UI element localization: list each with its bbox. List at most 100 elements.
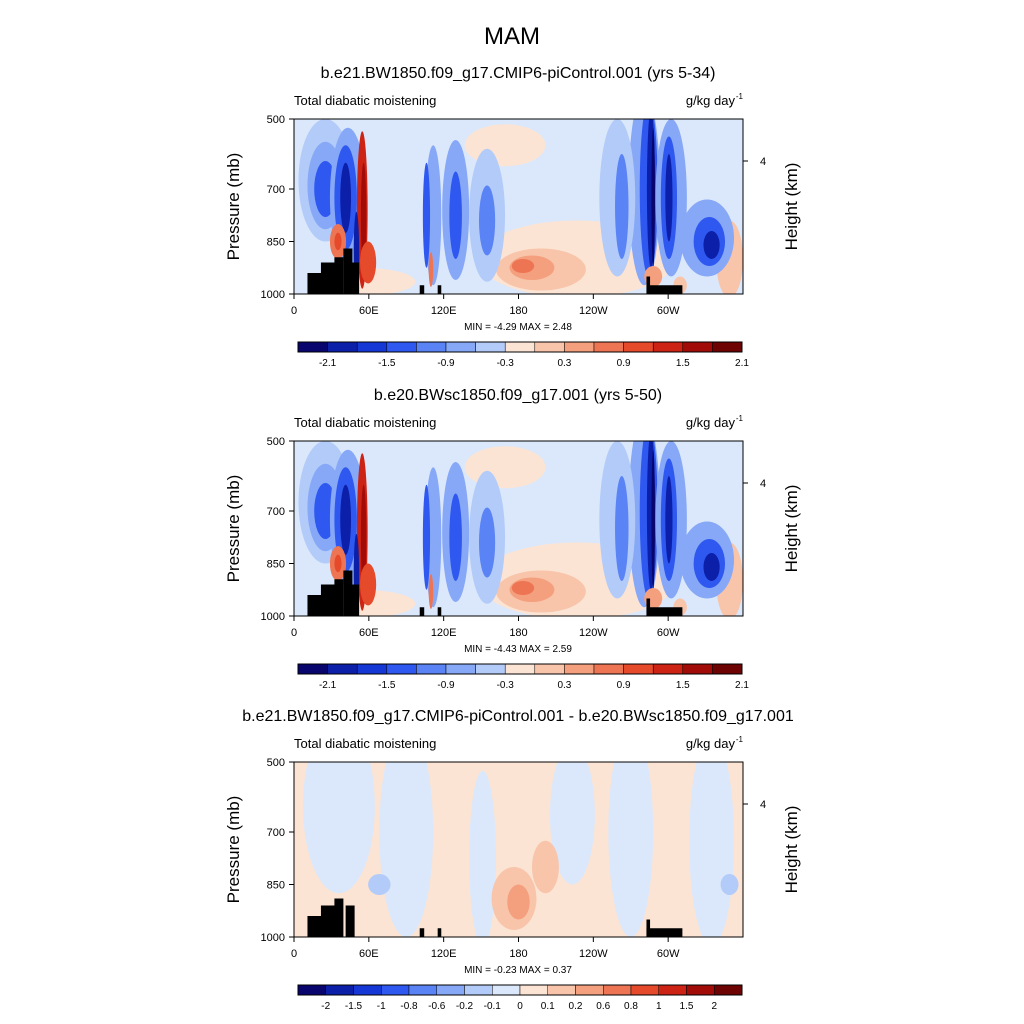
- right-axis-title: Height (km): [782, 806, 801, 894]
- x-tick-label: 60W: [657, 305, 680, 317]
- colorbar-swatch: [386, 341, 417, 353]
- colorbar-label: 0.3: [557, 358, 571, 369]
- terrain: [419, 285, 425, 294]
- contour-blob-warm: [334, 554, 342, 573]
- terrain: [343, 570, 353, 616]
- colorbar-swatch: [297, 341, 328, 353]
- colorbar-swatch: [464, 984, 493, 996]
- contour-blob-cool: [478, 185, 496, 256]
- x-tick-label: 120W: [579, 627, 608, 639]
- units-label: g/kg day: [686, 736, 736, 751]
- right-axis-title: Height (km): [782, 163, 801, 251]
- y-tick-label: 500: [267, 114, 285, 126]
- colorbar-label: -0.2: [456, 1001, 474, 1012]
- right-tick-label: 4: [760, 478, 766, 490]
- x-tick-label: 0: [291, 948, 297, 960]
- y-tick-label: 850: [267, 880, 285, 892]
- colorbar-label: -1: [377, 1001, 386, 1012]
- x-tick-label: 0: [291, 627, 297, 639]
- colorbar-frame: [297, 984, 743, 996]
- field: [294, 441, 743, 616]
- colorbar-swatch: [623, 663, 654, 675]
- contour-blob-cool: [608, 762, 654, 937]
- terrain: [345, 905, 355, 937]
- colorbar-swatch: [534, 663, 565, 675]
- units-exponent: -1: [736, 92, 744, 101]
- colorbar-swatch: [475, 663, 506, 675]
- colorbar-label: -0.3: [497, 680, 515, 691]
- right-tick-label: 4: [760, 799, 766, 811]
- units-label: g/kg day: [686, 415, 736, 430]
- colorbar-swatch: [682, 663, 713, 675]
- colorbar-label: 0.9: [617, 358, 631, 369]
- colorbar-swatch: [386, 663, 417, 675]
- colorbar-swatch: [593, 663, 624, 675]
- colorbar-frame: [297, 341, 743, 353]
- panel-title: b.e21.BW1850.f09_g17.CMIP6-piControl.001…: [321, 65, 716, 82]
- contour-blob-warm: [360, 484, 367, 590]
- contour-blob-cool: [422, 484, 431, 590]
- colorbar-swatch: [504, 341, 536, 353]
- x-tick-label: 60W: [657, 627, 680, 639]
- colorbar-swatch: [297, 663, 328, 675]
- contour-blob-warm: [428, 252, 434, 287]
- colorbar-swatch: [714, 984, 743, 996]
- x-tick-label: 60E: [359, 305, 379, 317]
- colorbar-swatch: [686, 984, 715, 996]
- x-tick-label: 120E: [431, 948, 457, 960]
- colorbar-label: 0.8: [624, 1001, 638, 1012]
- units-exponent: -1: [736, 414, 744, 423]
- contour-blob-warm: [360, 162, 367, 268]
- colorbar-swatch: [652, 341, 684, 353]
- contour-blob-cool: [651, 449, 655, 590]
- colorbar-swatch: [712, 663, 743, 675]
- colorbar-label: -2: [321, 1001, 330, 1012]
- colorbar-label: -2.1: [319, 358, 337, 369]
- y-axis-title: Pressure (mb): [224, 153, 243, 261]
- y-axis-title: Pressure (mb): [224, 796, 243, 904]
- contour-blob-warm: [334, 232, 342, 251]
- colorbar-label: 2.1: [735, 680, 749, 691]
- colorbar-swatch: [564, 663, 595, 675]
- contour-blob-cool: [478, 507, 496, 578]
- y-tick-label: 850: [267, 237, 285, 249]
- contour-blob-warm: [360, 563, 377, 606]
- contour-blob-warm: [507, 884, 530, 920]
- contour-blob-warm: [428, 574, 434, 609]
- contour-blob-cool: [368, 874, 391, 895]
- contour-blob-cool: [449, 171, 462, 259]
- colorbar-swatch: [519, 984, 548, 996]
- terrain: [646, 285, 683, 294]
- x-tick-label: 180: [509, 305, 527, 317]
- colorbar-label: 0.1: [541, 1001, 555, 1012]
- colorbar-label: 2: [711, 1001, 717, 1012]
- colorbar-label: 1.5: [676, 358, 690, 369]
- colorbar-swatch: [712, 341, 743, 353]
- panel-2: b.e20.BWsc1850.f09_g17.001 (yrs 5-50) Tot…: [224, 387, 801, 691]
- terrain: [646, 928, 683, 937]
- colorbar-swatch: [445, 341, 476, 353]
- colorbar-swatch: [630, 984, 659, 996]
- colorbar-swatch: [325, 984, 354, 996]
- contour-blob-cool: [425, 145, 442, 286]
- y-tick-label: 700: [267, 506, 285, 518]
- contour-blob-warm: [511, 259, 535, 273]
- contour-blob-cool: [665, 476, 673, 564]
- contour-blob-cool: [379, 762, 434, 937]
- contour-blob-cool: [340, 484, 352, 555]
- colorbar-swatch: [436, 984, 465, 996]
- colorbar-swatch: [475, 341, 506, 353]
- panels: b.e21.BW1850.f09_g17.CMIP6-piControl.001…: [224, 65, 801, 1012]
- contour-blob-cool: [651, 127, 655, 268]
- colorbar-label: 0.2: [569, 1001, 583, 1012]
- colorbar-swatch: [603, 984, 632, 996]
- terrain: [350, 584, 360, 616]
- field: [294, 762, 743, 937]
- y-axis-title: Pressure (mb): [224, 475, 243, 583]
- y-tick-label: 700: [267, 184, 285, 196]
- contour-blob-cool: [469, 770, 497, 937]
- contour-blob-warm: [531, 840, 559, 894]
- y-tick-label: 1000: [261, 611, 285, 623]
- units-label: g/kg day: [686, 93, 736, 108]
